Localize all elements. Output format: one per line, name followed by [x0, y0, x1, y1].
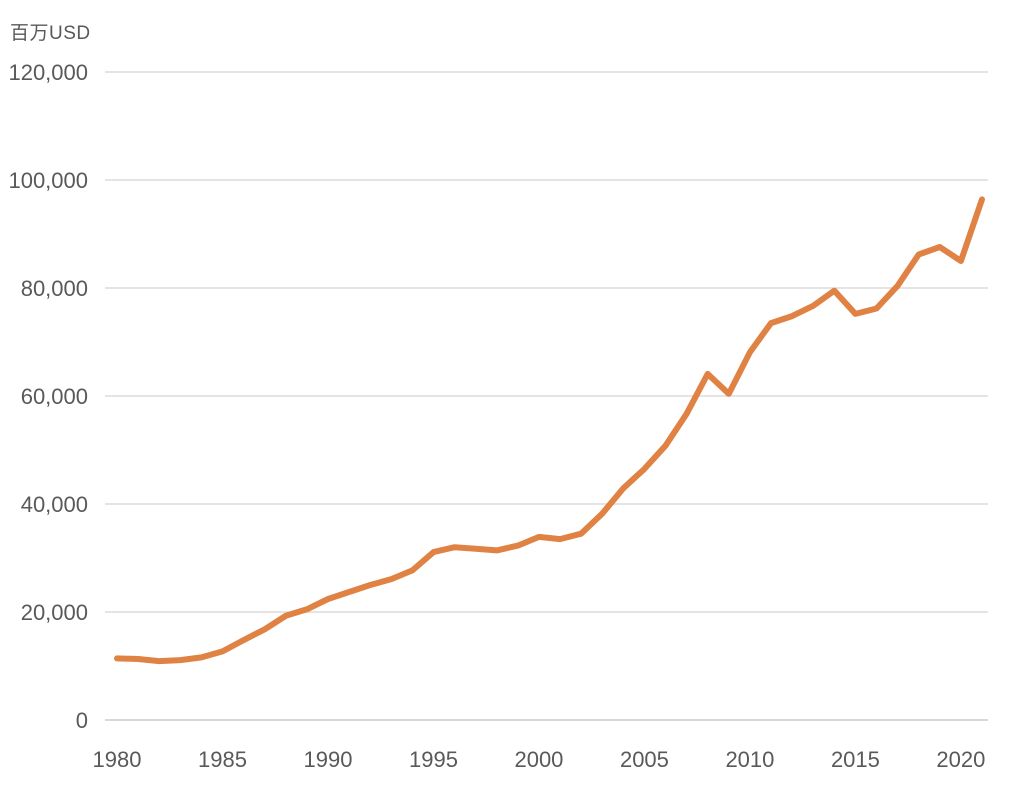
x-tick-label: 2010: [725, 747, 774, 772]
y-tick-label: 20,000: [21, 600, 88, 625]
x-tick-label: 1980: [93, 747, 142, 772]
x-tick-label: 2015: [831, 747, 880, 772]
x-tick-label: 1990: [303, 747, 352, 772]
data-series-line: [114, 196, 985, 665]
x-tick-label: 2020: [936, 747, 985, 772]
y-tick-label: 100,000: [8, 168, 88, 193]
y-tick-label: 120,000: [8, 60, 88, 85]
x-tick-label: 2005: [620, 747, 669, 772]
y-tick-label: 40,000: [21, 492, 88, 517]
y-tick-label: 80,000: [21, 276, 88, 301]
x-tick-label: 2000: [514, 747, 563, 772]
y-axis-unit-label: 百万USD: [10, 23, 91, 44]
y-tick-label: 0: [76, 708, 88, 733]
y-tick-label: 60,000: [21, 384, 88, 409]
x-tick-label: 1995: [409, 747, 458, 772]
x-tick-label: 1985: [198, 747, 247, 772]
